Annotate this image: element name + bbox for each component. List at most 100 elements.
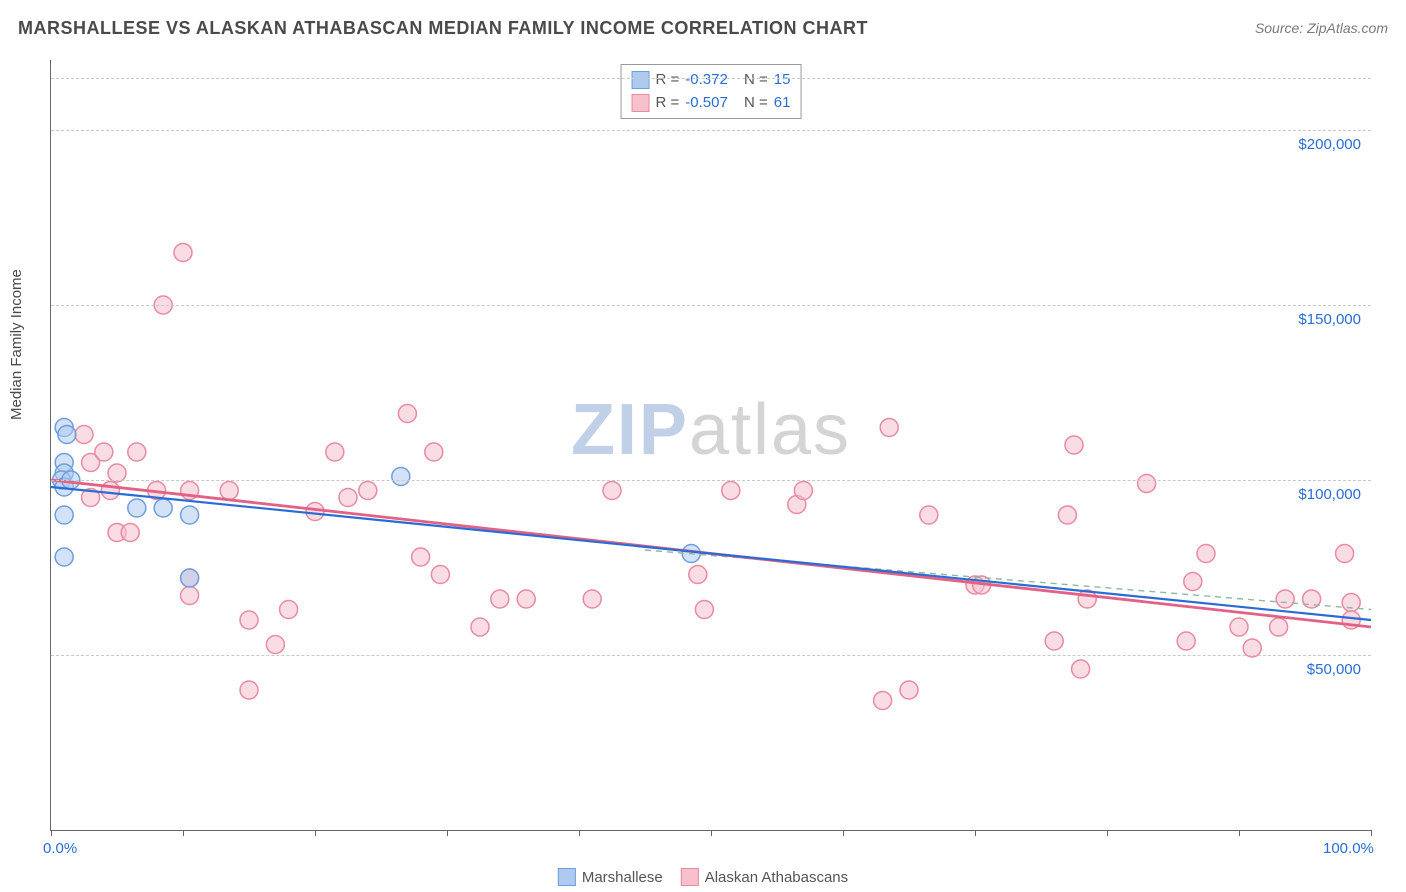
data-point [121,524,139,542]
data-point [128,443,146,461]
x-tick-label: 100.0% [1323,840,1374,857]
data-point [55,506,73,524]
y-tick-label: $200,000 [1298,136,1361,153]
x-tick-mark [843,830,844,836]
source-label: Source: ZipAtlas.com [1255,20,1388,36]
data-point [75,426,93,444]
r-value-2: -0.507 [685,92,728,115]
data-point [280,601,298,619]
trend-line [51,487,1371,620]
data-point [220,482,238,500]
data-point [1197,545,1215,563]
r-label: R = [656,92,680,115]
x-tick-label: 0.0% [43,840,77,857]
data-point [174,244,192,262]
data-point [1045,632,1063,650]
x-tick-mark [711,830,712,836]
x-tick-mark [315,830,316,836]
data-point [1336,545,1354,563]
y-tick-label: $50,000 [1307,661,1361,678]
data-point [1230,618,1248,636]
data-point [900,681,918,699]
x-tick-mark [1239,830,1240,836]
x-tick-mark [183,830,184,836]
legend-label-2: Alaskan Athabascans [705,869,848,886]
data-point [412,548,430,566]
x-tick-mark [1107,830,1108,836]
data-point [471,618,489,636]
n-label: N = [744,92,768,115]
swatch-athabascan-icon [681,868,699,886]
data-point [874,692,892,710]
x-tick-mark [975,830,976,836]
x-tick-mark [51,830,52,836]
data-point [1058,506,1076,524]
scatter-svg [51,60,1371,830]
gridline [51,655,1371,656]
swatch-marshallese-icon [632,71,650,89]
data-point [58,426,76,444]
data-point [398,405,416,423]
data-point [240,611,258,629]
y-axis-label: Median Family Income [8,269,25,420]
data-point [101,482,119,500]
data-point [1065,436,1083,454]
r-value-1: -0.372 [685,69,728,92]
data-point [181,587,199,605]
data-point [95,443,113,461]
data-point [266,636,284,654]
y-tick-label: $150,000 [1298,311,1361,328]
data-point [1342,594,1360,612]
gridline [51,480,1371,481]
data-point [326,443,344,461]
data-point [1177,632,1195,650]
x-tick-mark [579,830,580,836]
data-point [794,482,812,500]
data-point [603,482,621,500]
gridline [51,305,1371,306]
data-point [1072,660,1090,678]
chart-header: MARSHALLESE VS ALASKAN ATHABASCAN MEDIAN… [18,18,1388,48]
chart-title: MARSHALLESE VS ALASKAN ATHABASCAN MEDIAN… [18,18,868,38]
data-point [689,566,707,584]
x-tick-mark [447,830,448,836]
data-point [1270,618,1288,636]
legend-row-2: R = -0.507 N = 61 [632,92,791,115]
data-point [1184,573,1202,591]
n-value-2: 61 [774,92,791,115]
legend-label-1: Marshallese [582,869,663,886]
data-point [392,468,410,486]
data-point [880,419,898,437]
legend-item-marshallese: Marshallese [558,868,663,886]
data-point [181,569,199,587]
n-value-1: 15 [774,69,791,92]
gridline [51,130,1371,131]
data-point [431,566,449,584]
n-label: N = [744,69,768,92]
swatch-athabascan-icon [632,94,650,112]
data-point [154,499,172,517]
legend-row-1: R = -0.372 N = 15 [632,69,791,92]
swatch-marshallese-icon [558,868,576,886]
data-point [491,590,509,608]
data-point [1276,590,1294,608]
x-tick-mark [1371,830,1372,836]
data-point [240,681,258,699]
data-point [517,590,535,608]
r-label: R = [656,69,680,92]
data-point [181,506,199,524]
y-tick-label: $100,000 [1298,486,1361,503]
data-point [425,443,443,461]
data-point [920,506,938,524]
data-point [695,601,713,619]
chart-plot-area: ZIPatlas R = -0.372 N = 15 R = -0.507 N … [50,60,1371,831]
series-legend: Marshallese Alaskan Athabascans [558,868,848,886]
data-point [1138,475,1156,493]
correlation-legend: R = -0.372 N = 15 R = -0.507 N = 61 [621,64,802,119]
data-point [359,482,377,500]
legend-item-athabascan: Alaskan Athabascans [681,868,848,886]
data-point [128,499,146,517]
data-point [339,489,357,507]
gridline [51,78,1371,79]
data-point [55,548,73,566]
